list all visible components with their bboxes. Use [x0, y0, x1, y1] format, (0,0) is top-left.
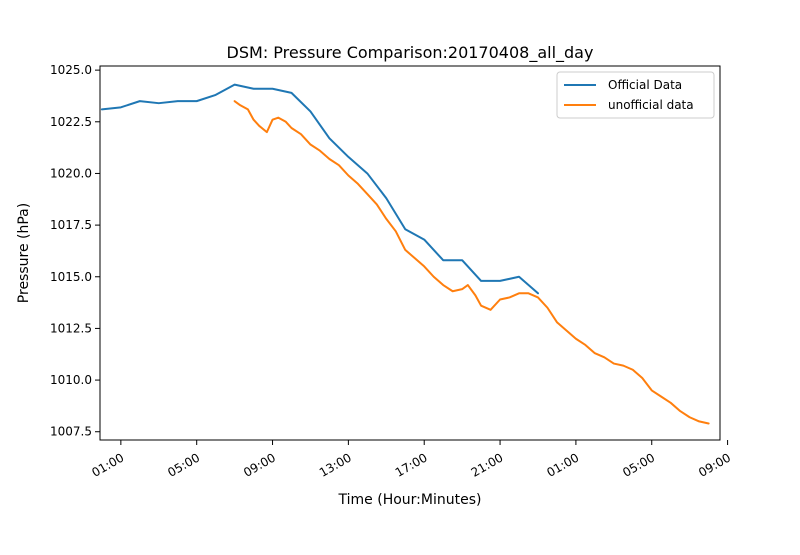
- y-tick-label: 1020.0: [50, 166, 92, 180]
- y-tick-label: 1007.5: [50, 425, 92, 439]
- x-axis-title: Time (Hour:Minutes): [338, 492, 482, 508]
- y-tick-label: 1025.0: [50, 63, 92, 77]
- series-line-unofficial-data: [233, 100, 710, 425]
- series-layer: [100, 83, 710, 425]
- plot-frame: [99, 65, 721, 441]
- y-tick-label: 1010.0: [50, 373, 92, 387]
- y-tick-label: 1015.0: [50, 270, 92, 284]
- y-tick-label: 1012.5: [50, 321, 92, 335]
- legend-box: [556, 71, 715, 119]
- y-axis-title: Pressure (hPa): [16, 203, 32, 303]
- legend-label-official-data: Official Data: [608, 78, 682, 92]
- series-line-official-data: [100, 83, 539, 295]
- y-axis: 1025.0 1022.5 1020.0 1017.5 1015.0 1012.5 1010…: [50, 63, 100, 439]
- chart-title: DSM: Pressure Comparison:20170408_all_da…: [227, 43, 594, 63]
- y-tick-label: 1022.5: [50, 115, 92, 129]
- legend: Official Data unofficial data: [556, 71, 715, 119]
- legend-label-unofficial-data: unofficial data: [608, 98, 694, 112]
- y-tick-label: 1017.5: [50, 218, 92, 232]
